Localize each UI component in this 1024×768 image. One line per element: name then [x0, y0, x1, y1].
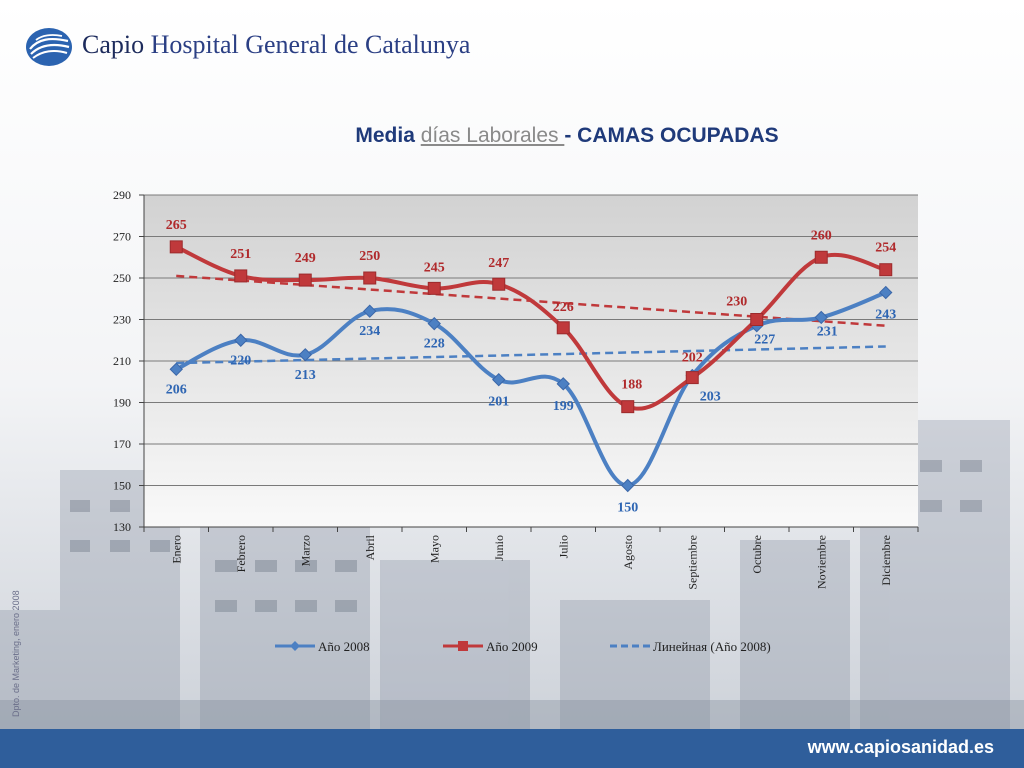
y-tick-label: 170 [113, 437, 131, 451]
x-tick-label: Febrero [234, 535, 248, 572]
data-label: 150 [617, 501, 638, 516]
data-point-marker [685, 371, 699, 385]
legend-label: Año 2008 [318, 639, 370, 654]
data-point-marker [492, 277, 506, 291]
data-label: 251 [230, 247, 251, 262]
brand-name-part1: Capio [82, 30, 145, 59]
footer-bar: www.capiosanidad.es [0, 729, 1024, 768]
x-tick-label: Abril [363, 534, 377, 560]
x-tick-label: Julio [556, 535, 570, 558]
data-label: 213 [295, 368, 316, 383]
legend-label: Линейная (Año 2008) [653, 639, 771, 654]
brand-name-part2: Hospital General de Catalunya [150, 30, 471, 59]
data-label: 227 [754, 333, 775, 348]
data-point-marker [427, 281, 441, 295]
x-tick-label: Marzo [298, 535, 312, 566]
data-label: 245 [424, 260, 445, 275]
data-label: 188 [621, 378, 642, 393]
chart-title-link[interactable]: días Laborales [420, 124, 565, 147]
data-point-marker [750, 313, 764, 326]
data-label: 250 [359, 249, 380, 264]
data-point-marker [169, 362, 183, 377]
data-label: 226 [553, 300, 574, 315]
data-label: 234 [359, 324, 380, 339]
y-tick-label: 230 [113, 313, 131, 327]
data-label: 243 [875, 308, 896, 323]
x-tick-label: Septiembre [685, 535, 699, 590]
x-tick-label: Diciembre [879, 535, 893, 586]
x-tick-label: Noviembre [814, 535, 828, 589]
x-tick-label: Octubre [750, 535, 764, 574]
data-label: 249 [295, 251, 316, 266]
data-point-marker [879, 263, 893, 277]
chart-title-part1: Media [355, 124, 421, 147]
data-label: 220 [230, 353, 251, 368]
data-point-marker [621, 400, 635, 414]
data-point-marker [298, 273, 312, 287]
y-tick-label: 290 [113, 188, 131, 202]
data-point-marker [556, 377, 570, 391]
x-tick-label: Mayo [427, 535, 441, 563]
brand-name: Capio Hospital General de Catalunya [82, 30, 470, 60]
data-label: 231 [817, 324, 838, 339]
data-point-marker [814, 310, 828, 325]
data-label: 201 [488, 395, 509, 410]
data-label: 202 [682, 351, 703, 366]
footer-url-link[interactable]: www.capiosanidad.es [807, 737, 994, 757]
data-label: 265 [166, 218, 187, 233]
data-point-marker [879, 285, 893, 300]
data-label: 254 [875, 241, 896, 256]
data-point-marker [427, 316, 441, 331]
data-label: 230 [726, 295, 747, 310]
legend-marker [290, 641, 300, 651]
x-tick-label: Agosto [621, 535, 635, 570]
y-tick-label: 150 [113, 479, 131, 493]
data-point-marker [298, 348, 312, 362]
data-label: 206 [166, 382, 187, 397]
data-point-marker [814, 250, 828, 264]
side-note: Dpto. de Marketing, enero 2008 [11, 590, 21, 717]
trendline [176, 345, 886, 365]
y-tick-label: 190 [113, 396, 131, 410]
data-label: 260 [811, 228, 832, 243]
data-point-marker [169, 240, 183, 254]
data-label: 228 [424, 337, 445, 352]
y-tick-label: 210 [113, 354, 131, 368]
chart-title: Media días Laborales - CAMAS OCUPADAS [0, 124, 1024, 148]
data-label: 199 [553, 399, 574, 414]
y-tick-label: 270 [113, 230, 131, 244]
x-tick-label: Junio [492, 535, 506, 561]
capio-hand-logo-icon [26, 28, 72, 66]
y-tick-label: 130 [113, 520, 131, 534]
data-label: 203 [700, 390, 721, 405]
data-point-marker [621, 478, 635, 493]
legend-marker [458, 641, 468, 651]
data-point-marker [492, 372, 506, 387]
chart-title-part3: - CAMAS OCUPADAS [564, 124, 779, 147]
legend-label: Año 2009 [486, 639, 538, 654]
data-point-marker [363, 304, 377, 318]
y-tick-label: 250 [113, 271, 131, 285]
data-point-marker [556, 321, 570, 335]
data-point-marker [234, 269, 248, 283]
data-label: 247 [488, 256, 509, 271]
x-tick-label: Enero [169, 535, 183, 564]
data-point-marker [363, 271, 377, 285]
data-point-marker [234, 333, 248, 347]
